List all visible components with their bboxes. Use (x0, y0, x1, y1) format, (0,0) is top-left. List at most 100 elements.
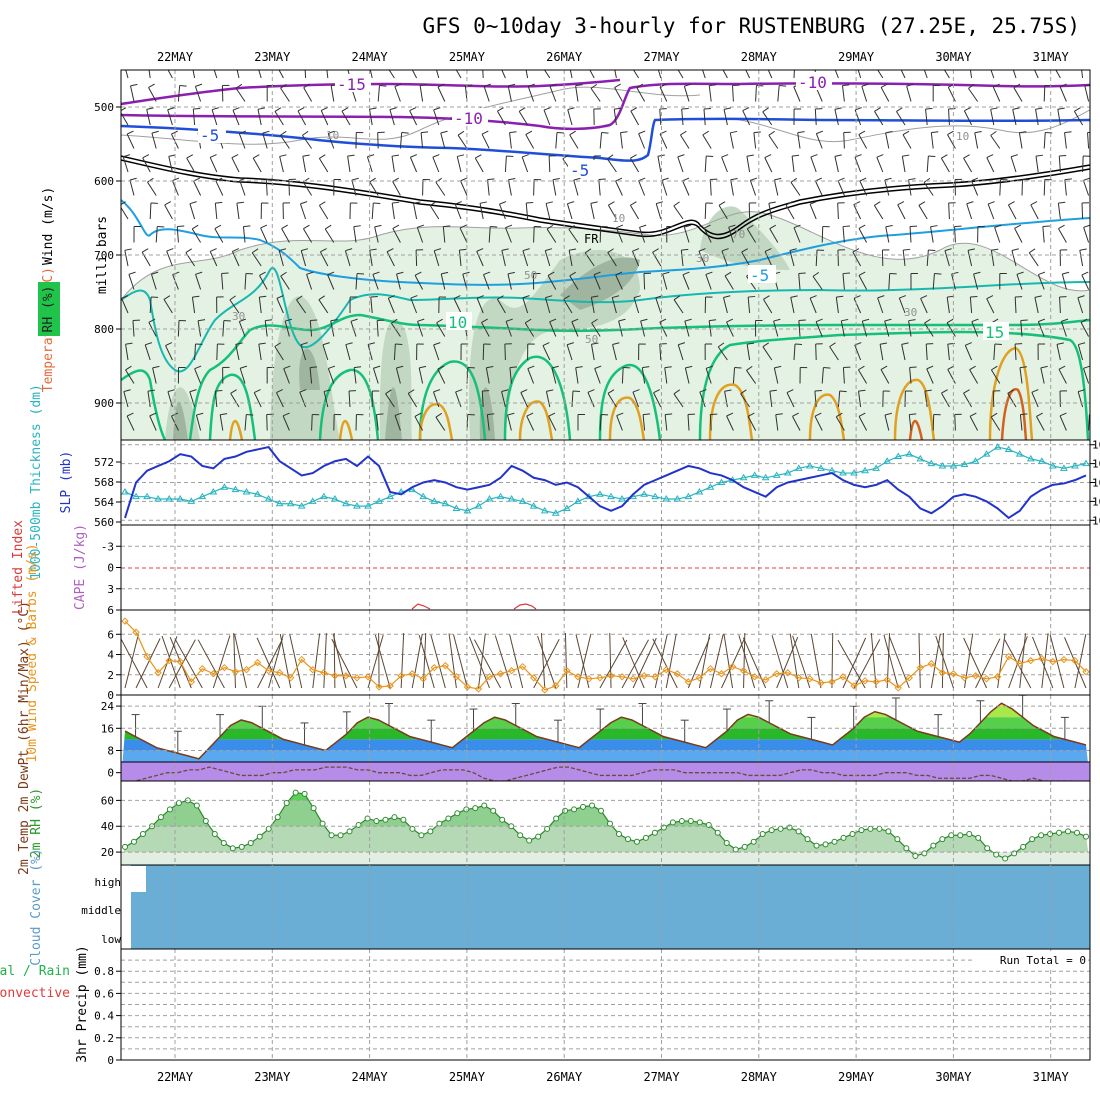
date-label-top: 26MAY (546, 50, 583, 64)
rh-marker (1030, 837, 1035, 842)
wind-barb-flag (1058, 202, 1065, 203)
rh-marker (338, 833, 343, 838)
wind-barb-flag (1038, 272, 1045, 275)
wind-barb-flag (125, 249, 132, 250)
wind-barb-flag (263, 131, 270, 133)
wind-barb (630, 64, 638, 78)
wind-barb (556, 133, 557, 149)
tick-label: 568 (94, 476, 114, 489)
wind-barb-flag (719, 202, 725, 206)
wind-barb-flag (722, 155, 729, 158)
wind-barb (1058, 109, 1061, 125)
rh-marker (248, 841, 253, 846)
wind-barb-flag (799, 273, 806, 274)
thickness-marker (122, 489, 128, 494)
freezing-level-label: FR (584, 232, 599, 246)
wind-barb (392, 203, 394, 219)
rh-marker (652, 830, 657, 835)
rh-marker (230, 846, 235, 851)
rh-marker (131, 839, 136, 844)
wind-barb (534, 180, 535, 196)
wind-barb (441, 133, 445, 148)
wind-barb (319, 158, 327, 172)
wind-barb (842, 86, 844, 102)
wind-barb-flag (1029, 249, 1035, 253)
rh-label: 10 (956, 130, 969, 143)
wind-barb (859, 228, 867, 242)
wind-barb (1058, 229, 1066, 243)
wind-barb-flag (941, 155, 947, 159)
wind-barb (854, 205, 861, 219)
wind-barb (1074, 111, 1082, 125)
tick-label: 1016 (1092, 514, 1100, 527)
wind-barb-flag (195, 84, 202, 86)
wind-barb (1011, 157, 1016, 172)
tick-label: 2 (107, 669, 114, 682)
wind-barb-flag (222, 273, 229, 274)
wind-barb (988, 204, 994, 219)
wind-barb (722, 157, 728, 172)
wind-barb (639, 134, 645, 149)
rh-marker (958, 833, 963, 838)
wind-barb-flag (791, 178, 797, 182)
wind-barb (298, 111, 306, 125)
wind-barb (461, 181, 467, 196)
wind-barb (835, 156, 838, 172)
wind-barb-flag (840, 391, 847, 392)
date-label-bottom: 22MAY (157, 1070, 194, 1084)
wind-barb-flag (354, 226, 361, 227)
date-label-top: 23MAY (254, 50, 291, 64)
tick-label: 4 (107, 649, 114, 662)
isotherm-minus10 (121, 83, 1090, 128)
wind-barb (639, 181, 645, 196)
tick-label: 564 (94, 496, 114, 509)
wind-barb-flag (342, 108, 348, 112)
wind-barb-flag (310, 320, 317, 321)
wind-barb (909, 180, 911, 196)
rh-marker (482, 803, 487, 808)
rh-marker (572, 807, 577, 812)
wind-barb (931, 133, 933, 149)
surface-barb (1005, 640, 1031, 688)
wind-barb (815, 181, 822, 195)
rh-marker (697, 820, 702, 825)
wind-barb-flag (1065, 179, 1072, 180)
wind-barb-flag (143, 155, 149, 158)
rh-marker (1039, 833, 1044, 838)
wind-barb-flag (1058, 108, 1065, 109)
wind-barb (993, 87, 1000, 102)
pressure-grid (121, 440, 1090, 525)
wind-barb-flag (165, 202, 171, 205)
wind-barb-flag (1062, 272, 1069, 274)
rh-marker (464, 807, 469, 812)
rh-marker (500, 817, 505, 822)
cloud-gap (130, 866, 146, 892)
wind-barb (1044, 133, 1045, 149)
wind-barb (567, 204, 572, 219)
rh-marker (221, 841, 226, 846)
rh-marker (428, 829, 433, 834)
wind-barb (237, 203, 239, 219)
tick-label: 60 (101, 794, 114, 807)
rh-base-band (121, 852, 1090, 865)
wind-barb-flag (325, 225, 331, 229)
wind-barb-flag (410, 155, 416, 158)
temperature-band (121, 706, 1090, 717)
tick-label: 3 (107, 583, 114, 596)
surface-barb (655, 634, 667, 688)
wind-barb-flag (630, 155, 636, 159)
wind-barb-flag (1031, 202, 1037, 205)
wind-barb (393, 181, 401, 195)
rh-marker (607, 821, 612, 826)
date-label-top: 31MAY (1033, 50, 1070, 64)
surface-barb (942, 633, 943, 688)
wind-barb (947, 135, 955, 149)
isotherm-label: -5 (570, 161, 589, 180)
wind-barb (410, 157, 416, 172)
date-label-top: 27MAY (643, 50, 680, 64)
wind-barb (210, 157, 217, 172)
date-label-bottom: 25MAY (449, 1070, 486, 1084)
